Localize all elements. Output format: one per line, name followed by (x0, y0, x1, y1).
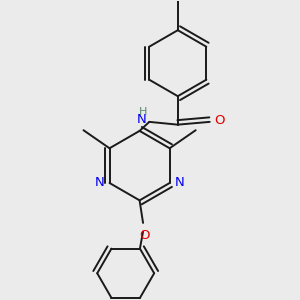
Text: H: H (139, 107, 148, 117)
Text: O: O (139, 229, 149, 242)
Text: N: N (95, 176, 105, 190)
Text: O: O (214, 114, 225, 127)
Text: N: N (175, 176, 184, 190)
Text: N: N (137, 113, 146, 126)
